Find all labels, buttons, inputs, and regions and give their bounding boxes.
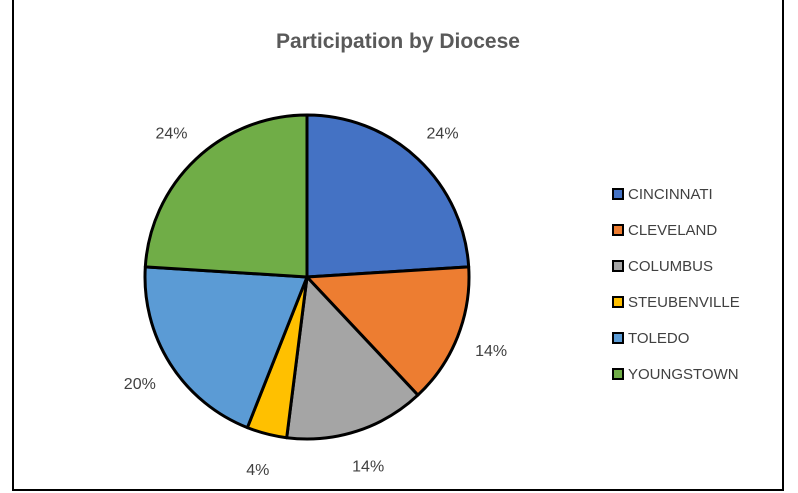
legend-label: CLEVELAND bbox=[628, 221, 718, 239]
data-label-cleveland: 14% bbox=[475, 343, 507, 360]
legend-label: STEUBENVILLE bbox=[628, 293, 740, 311]
legend-swatch bbox=[612, 224, 624, 236]
pie-slice-cleveland bbox=[305, 265, 471, 397]
pie-slices bbox=[143, 113, 471, 441]
data-label-columbus: 14% bbox=[352, 458, 384, 475]
legend-item-steubenville: STEUBENVILLE bbox=[612, 284, 740, 320]
data-label-toledo: 20% bbox=[124, 376, 156, 393]
data-label-steubenville: 4% bbox=[246, 462, 269, 479]
legend-swatch bbox=[612, 188, 624, 200]
chart-title: Participation by Diocese bbox=[276, 30, 520, 53]
pie-slice-cincinnati bbox=[305, 113, 471, 279]
legend-item-cleveland: CLEVELAND bbox=[612, 212, 740, 248]
pie-slice-columbus bbox=[285, 275, 420, 441]
pie-data-labels: 24% 14% 14% 4% 20% 24% bbox=[124, 126, 507, 479]
legend-swatch bbox=[612, 260, 624, 272]
pie-slice-toledo bbox=[143, 265, 309, 430]
legend-label: YOUNGSTOWN bbox=[628, 365, 739, 383]
legend-swatch bbox=[612, 332, 624, 344]
legend-label: CINCINNATI bbox=[628, 185, 713, 203]
data-label-cincinnati: 24% bbox=[427, 126, 459, 143]
legend-item-toledo: TOLEDO bbox=[612, 320, 740, 356]
legend: CINCINNATI CLEVELAND COLUMBUS STEUBENVILLE T… bbox=[612, 176, 740, 392]
pie-slice-youngstown bbox=[143, 113, 309, 279]
data-label-youngstown: 24% bbox=[155, 126, 187, 143]
legend-swatch bbox=[612, 368, 624, 380]
legend-item-columbus: COLUMBUS bbox=[612, 248, 740, 284]
legend-label: TOLEDO bbox=[628, 329, 690, 347]
legend-item-youngstown: YOUNGSTOWN bbox=[612, 356, 740, 392]
legend-label: COLUMBUS bbox=[628, 257, 714, 275]
legend-swatch bbox=[612, 296, 624, 308]
legend-item-cincinnati: CINCINNATI bbox=[612, 176, 740, 212]
